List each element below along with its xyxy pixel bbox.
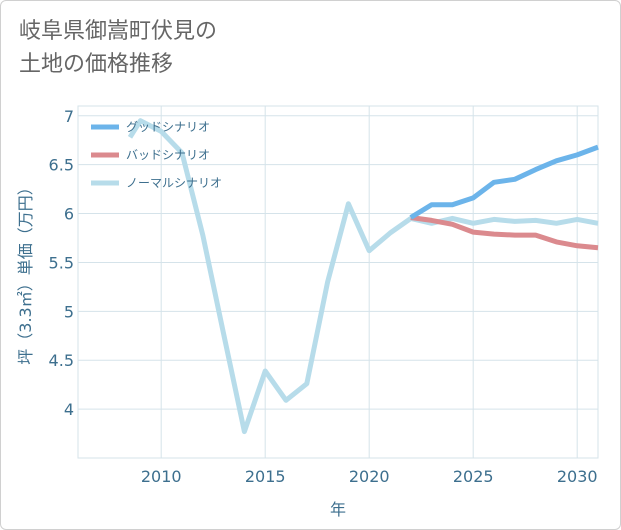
x-tick-label: 2030: [557, 467, 598, 486]
y-tick-label: 7: [64, 107, 74, 126]
series-line-3: [127, 118, 599, 435]
legend-label: グッドシナリオ: [126, 120, 210, 134]
x-tick-label: 2025: [453, 467, 494, 486]
series-line-1: [409, 144, 599, 220]
y-tick-label: 5: [64, 302, 74, 321]
x-tick-label: 2015: [245, 467, 286, 486]
y-tick-label: 6: [64, 205, 74, 224]
y-tick-label: 6.5: [49, 156, 74, 175]
legend-label: バッドシナリオ: [126, 148, 210, 162]
series-line-2: [410, 215, 599, 251]
plot-frame: [77, 105, 599, 459]
chart-grid: [77, 105, 599, 459]
chart-title: 岐阜県御嵩町伏見の 土地の価格推移: [19, 15, 217, 81]
chart-title-line-2: 土地の価格推移: [19, 52, 174, 77]
chart-title-line-1: 岐阜県御嵩町伏見の: [19, 19, 218, 44]
legend-label: ノーマルシナリオ: [126, 176, 222, 190]
y-tick-label: 4.5: [49, 351, 74, 370]
y-axis-title: 坪（3.3㎡）単価（万円）: [16, 179, 35, 364]
x-axis-title: 年: [330, 500, 346, 519]
y-tick-label: 5.5: [49, 253, 74, 272]
chart-axes: 2010 2015 2020 2025 2030 4 4.5 5 5.5 6 6.5 7: [49, 107, 598, 486]
y-tick-label: 4: [64, 400, 74, 419]
x-tick-label: 2020: [349, 467, 390, 486]
chart-lines: [127, 118, 599, 435]
x-tick-label: 2010: [141, 467, 182, 486]
